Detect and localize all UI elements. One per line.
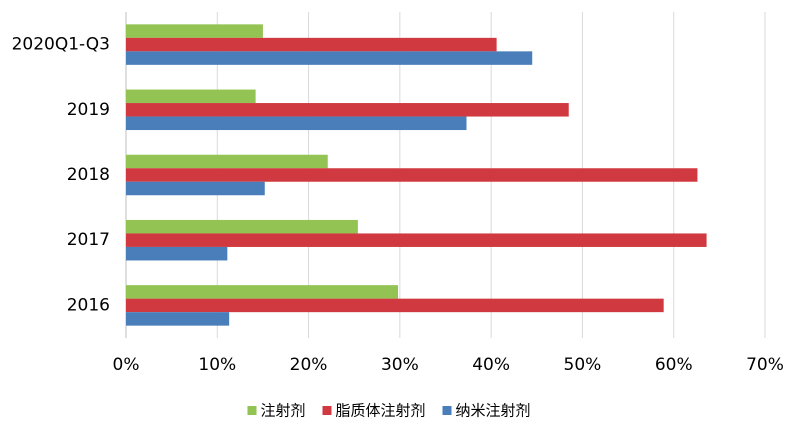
- bar: [126, 219, 358, 234]
- legend-swatch: [247, 406, 257, 415]
- bar: [126, 312, 230, 326]
- x-tick-label: 20%: [290, 355, 328, 375]
- bar: [126, 285, 399, 299]
- x-tick-label: 10%: [198, 355, 236, 375]
- x-tick-label: 30%: [381, 355, 419, 375]
- legend-swatch: [322, 406, 332, 415]
- bar: [126, 51, 533, 65]
- x-tick-label: 0%: [113, 355, 140, 375]
- legend: 注射剂 脂质体注射剂 纳米注射剂: [247, 402, 531, 420]
- legend-label: 纳米注射剂: [456, 402, 531, 420]
- bar: [126, 298, 664, 313]
- bar: [126, 116, 467, 131]
- y-tick-label: 2016: [67, 295, 110, 315]
- legend-swatch: [442, 406, 452, 415]
- bar: [126, 103, 569, 117]
- legend-label: 注射剂: [261, 402, 306, 420]
- y-tick-label: 2019: [67, 100, 110, 120]
- bar: [126, 233, 707, 247]
- bar: [126, 154, 328, 169]
- bar: [126, 168, 698, 182]
- bar: [126, 246, 228, 261]
- y-tick-label: 2017: [67, 230, 110, 250]
- bar: [126, 24, 263, 38]
- x-tick-label: 40%: [472, 355, 510, 375]
- bar: [126, 37, 497, 52]
- x-tick-label: 50%: [564, 355, 602, 375]
- y-tick-label: 2020Q1-Q3: [12, 35, 110, 55]
- legend-label: 脂质体注射剂: [336, 402, 426, 420]
- y-tick-label: 2018: [67, 165, 110, 185]
- x-tick-label: 70%: [746, 355, 784, 375]
- x-tick-label: 60%: [655, 355, 693, 375]
- bar: [126, 181, 265, 196]
- bar: [126, 89, 256, 104]
